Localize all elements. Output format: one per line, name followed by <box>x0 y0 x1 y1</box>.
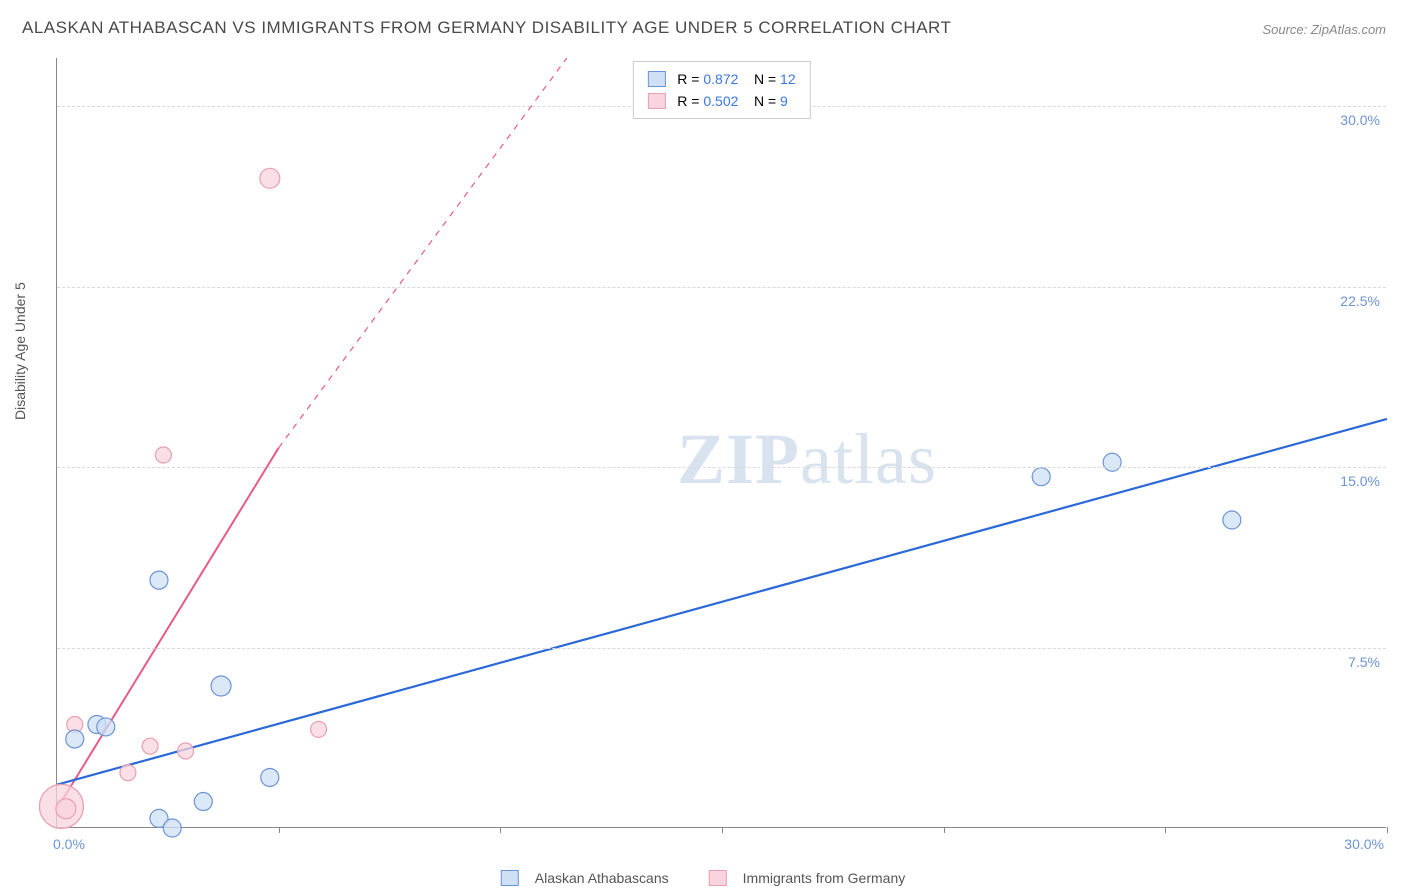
data-point-pink <box>311 721 327 737</box>
trend-line <box>279 58 567 448</box>
data-point-blue <box>194 793 212 811</box>
legend-label: Immigrants from Germany <box>743 870 906 886</box>
swatch-pink-icon <box>709 870 727 886</box>
y-axis-label: Disability Age Under 5 <box>12 282 28 420</box>
x-tick-mark <box>1387 827 1388 833</box>
data-point-blue <box>150 571 168 589</box>
data-point-blue <box>1032 468 1050 486</box>
data-point-pink <box>120 765 136 781</box>
chart-title: ALASKAN ATHABASCAN VS IMMIGRANTS FROM GE… <box>22 18 951 38</box>
data-point-blue <box>66 730 84 748</box>
y-tick-label: 15.0% <box>1340 473 1380 489</box>
gridline <box>57 648 1386 649</box>
data-point-blue <box>261 768 279 786</box>
data-point-blue <box>211 676 231 696</box>
stats-legend: R = 0.872 N = 12 R = 0.502 N = 9 <box>632 61 810 119</box>
data-point-pink <box>56 799 76 819</box>
data-point-pink <box>155 447 171 463</box>
data-point-blue <box>1223 511 1241 529</box>
y-tick-label: 30.0% <box>1340 112 1380 128</box>
y-tick-label: 7.5% <box>1348 654 1380 670</box>
swatch-blue-icon <box>501 870 519 886</box>
series-legend: Alaskan Athabascans Immigrants from Germ… <box>501 870 905 886</box>
x-tick-mark <box>500 827 501 833</box>
plot-area: ZIPatlas R = 0.872 N = 12 R = 0.502 N = … <box>56 58 1386 828</box>
data-point-blue <box>97 718 115 736</box>
gridline <box>57 467 1386 468</box>
x-tick-label-max: 30.0% <box>1344 836 1384 852</box>
x-tick-mark <box>722 827 723 833</box>
stats-legend-row-blue: R = 0.872 N = 12 <box>647 68 795 90</box>
x-tick-label-min: 0.0% <box>53 836 85 852</box>
x-tick-mark <box>1165 827 1166 833</box>
x-tick-mark <box>944 827 945 833</box>
data-point-blue <box>163 819 181 837</box>
data-point-blue <box>1103 453 1121 471</box>
stats-legend-row-pink: R = 0.502 N = 9 <box>647 90 795 112</box>
legend-item-blue: Alaskan Athabascans <box>501 870 669 886</box>
trend-line <box>57 419 1387 785</box>
data-point-pink <box>142 738 158 754</box>
gridline <box>57 287 1386 288</box>
source-attribution: Source: ZipAtlas.com <box>1262 22 1386 37</box>
chart-svg <box>57 58 1386 827</box>
data-point-pink <box>260 168 280 188</box>
y-tick-label: 22.5% <box>1340 293 1380 309</box>
swatch-blue-icon <box>647 71 665 87</box>
legend-item-pink: Immigrants from Germany <box>709 870 906 886</box>
legend-label: Alaskan Athabascans <box>535 870 669 886</box>
data-point-pink <box>178 743 194 759</box>
x-tick-mark <box>279 827 280 833</box>
swatch-pink-icon <box>647 93 665 109</box>
